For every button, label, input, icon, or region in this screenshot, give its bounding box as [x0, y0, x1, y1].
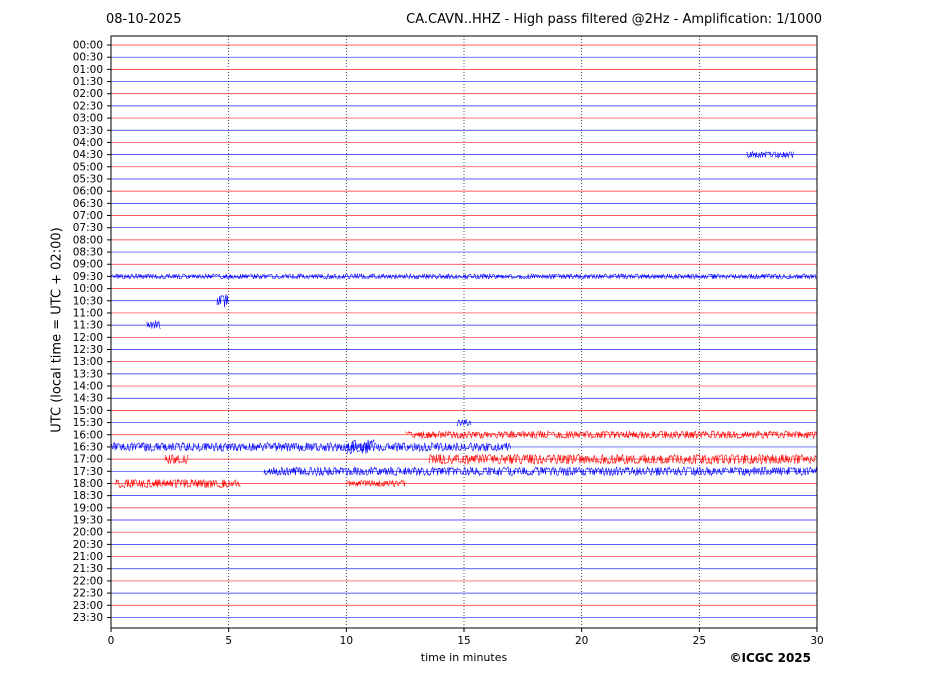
y-tick-label-1700: 17:00 [73, 454, 103, 466]
y-tick-label-2030: 20:30 [73, 539, 103, 551]
date-label: 08-10-2025 [106, 12, 182, 27]
y-tick-label-0700: 07:00 [73, 210, 103, 222]
y-tick-label-1630: 16:30 [73, 441, 103, 453]
y-tick-label-0530: 05:30 [73, 173, 103, 185]
y-tick-label-1400: 14:00 [73, 381, 103, 393]
y-tick-label-1730: 17:30 [73, 466, 103, 478]
y-tick-label-1430: 14:30 [73, 393, 103, 405]
y-tick-label-1930: 19:30 [73, 515, 103, 527]
y-tick-label-0030: 00:30 [73, 52, 103, 64]
y-tick-label-0100: 01:00 [73, 64, 103, 76]
y-tick-label-1000: 10:00 [73, 283, 103, 295]
y-tick-label-0000: 00:00 [73, 40, 103, 52]
event-1030-0 [216, 294, 229, 308]
y-tick-label-1130: 11:30 [73, 320, 103, 332]
y-tick-label-0130: 01:30 [73, 76, 103, 88]
x-axis-ticks: 0 5 10 15 20 25 30 [108, 628, 824, 647]
x-tick-label-15: 15 [457, 635, 470, 647]
y-tick-label-1830: 18:30 [73, 490, 103, 502]
y-tick-label-0600: 06:00 [73, 186, 103, 198]
event-1600-3 [404, 430, 818, 440]
y-tick-label-1200: 12:00 [73, 332, 103, 344]
x-tick-label-20: 20 [575, 635, 588, 647]
event-1800-9 [115, 478, 241, 489]
event-0930-11 [111, 272, 817, 280]
y-tick-label-2100: 21:00 [73, 551, 103, 563]
y-tick-label-2300: 23:00 [73, 600, 103, 612]
y-tick-label-1300: 13:00 [73, 356, 103, 368]
y-tick-label-0500: 05:00 [73, 161, 103, 173]
grid-lines [228, 36, 700, 628]
seismic-traces [110, 44, 818, 618]
event-1730-8 [263, 465, 818, 477]
event-1700-6 [164, 453, 189, 465]
y-tick-label-0900: 09:00 [73, 259, 103, 271]
y-tick-label-1230: 12:30 [73, 344, 103, 356]
y-tick-label-0930: 09:30 [73, 271, 103, 283]
y-tick-label-1800: 18:00 [73, 478, 103, 490]
y-tick-label-2130: 21:30 [73, 563, 103, 575]
y-tick-label-0430: 04:30 [73, 149, 103, 161]
y-tick-label-1500: 15:00 [73, 405, 103, 417]
y-tick-label-2000: 20:00 [73, 527, 103, 539]
event-1130-1 [146, 319, 161, 330]
y-axis-label: UTC (local time = UTC + 02:00) [49, 227, 65, 433]
y-tick-label-2330: 23:30 [73, 612, 103, 624]
x-tick-label-30: 30 [810, 635, 823, 647]
y-tick-label-2230: 22:30 [73, 588, 103, 600]
event-1800-10 [346, 479, 406, 487]
axes-frame [110, 35, 818, 629]
x-axis-label: time in minutes [420, 651, 508, 664]
y-tick-label-1100: 11:00 [73, 307, 103, 319]
event-1530-2 [456, 419, 472, 427]
y-tick-label-1030: 10:30 [73, 295, 103, 307]
plot-frame [110, 35, 818, 629]
y-tick-label-2200: 22:00 [73, 575, 103, 587]
y-tick-label-1330: 13:30 [73, 368, 103, 380]
y-tick-label-0400: 04:00 [73, 137, 103, 149]
y-tick-label-0830: 08:30 [73, 247, 103, 259]
y-tick-label-1530: 15:30 [73, 417, 103, 429]
y-tick-label-0730: 07:30 [73, 222, 103, 234]
y-tick-label-0800: 08:00 [73, 234, 103, 246]
x-tick-label-10: 10 [340, 635, 353, 647]
x-tick-label-5: 5 [225, 635, 232, 647]
x-tick-label-0: 0 [108, 635, 115, 647]
event-1630-5 [346, 438, 375, 455]
event-1700-7 [428, 453, 817, 466]
copyright-label: ©ICGC 2025 [729, 651, 811, 665]
y-tick-label-0330: 03:30 [73, 125, 103, 137]
event-0430-12 [746, 150, 794, 159]
y-axis-ticks: 00:0000:3001:0001:3002:0002:3003:0003:30… [73, 40, 111, 624]
y-tick-label-1900: 19:00 [73, 502, 103, 514]
y-tick-label-0200: 02:00 [73, 88, 103, 100]
x-tick-label-25: 25 [693, 635, 706, 647]
y-tick-label-0300: 03:00 [73, 113, 103, 125]
y-tick-label-0630: 06:30 [73, 198, 103, 210]
y-tick-label-1600: 16:00 [73, 429, 103, 441]
y-tick-label-0230: 02:30 [73, 100, 103, 112]
event-1630-4 [110, 441, 511, 453]
chart-title: CA.CAVN..HHZ - High pass filtered @2Hz -… [406, 12, 822, 27]
